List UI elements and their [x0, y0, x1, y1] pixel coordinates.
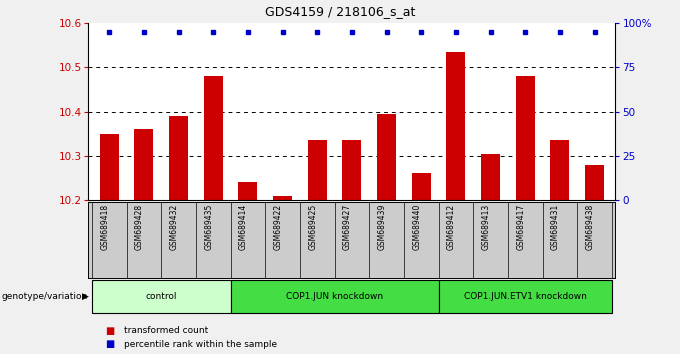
Text: GSM689431: GSM689431 — [551, 204, 560, 250]
Text: ▶: ▶ — [82, 292, 89, 301]
Text: GSM689427: GSM689427 — [343, 204, 352, 250]
Bar — [273, 195, 292, 200]
Bar — [515, 76, 534, 200]
Bar — [169, 116, 188, 200]
Bar — [481, 154, 500, 200]
Bar — [446, 52, 465, 200]
Text: GSM689439: GSM689439 — [377, 204, 386, 250]
Bar — [92, 280, 231, 313]
Bar — [377, 114, 396, 200]
Bar — [342, 140, 362, 200]
Text: control: control — [146, 292, 177, 301]
Text: GSM689438: GSM689438 — [585, 204, 594, 250]
Text: COP1.JUN knockdown: COP1.JUN knockdown — [286, 292, 383, 301]
Text: GSM689413: GSM689413 — [481, 204, 490, 250]
Text: COP1.JUN.ETV1 knockdown: COP1.JUN.ETV1 knockdown — [464, 292, 587, 301]
Text: GSM689422: GSM689422 — [273, 204, 283, 250]
Text: GSM689414: GSM689414 — [239, 204, 248, 250]
Text: GSM689432: GSM689432 — [169, 204, 179, 250]
Text: GSM689435: GSM689435 — [204, 204, 214, 250]
Bar — [231, 280, 439, 313]
Text: GDS4159 / 218106_s_at: GDS4159 / 218106_s_at — [265, 5, 415, 18]
Text: ■: ■ — [105, 326, 115, 336]
Bar — [239, 182, 258, 200]
Bar — [135, 129, 154, 200]
Bar — [100, 134, 119, 200]
Bar — [439, 280, 612, 313]
Bar — [204, 76, 223, 200]
Text: genotype/variation: genotype/variation — [1, 292, 88, 301]
Text: GSM689428: GSM689428 — [135, 204, 144, 250]
Text: transformed count: transformed count — [124, 326, 209, 336]
Bar — [585, 165, 604, 200]
Bar — [411, 173, 430, 200]
Bar — [307, 140, 327, 200]
Text: percentile rank within the sample: percentile rank within the sample — [124, 339, 277, 349]
Text: GSM689417: GSM689417 — [516, 204, 525, 250]
Text: GSM689418: GSM689418 — [100, 204, 109, 250]
Text: GSM689440: GSM689440 — [412, 204, 421, 250]
Text: ■: ■ — [105, 339, 115, 349]
Text: GSM689412: GSM689412 — [447, 204, 456, 250]
Bar — [550, 140, 569, 200]
Text: GSM689425: GSM689425 — [308, 204, 318, 250]
